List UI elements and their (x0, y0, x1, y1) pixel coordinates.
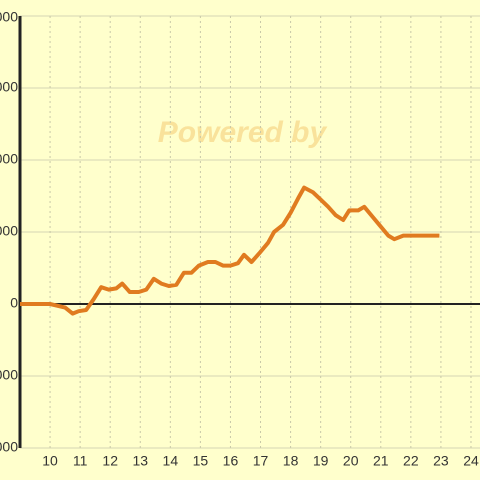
x-tick-label: 11 (73, 453, 88, 469)
y-tick-label: 12,000 (0, 9, 18, 25)
y-tick-label: 9,000 (0, 79, 18, 95)
y-tick-label: 0 (10, 295, 18, 311)
x-tick-label: 13 (132, 453, 148, 469)
x-tick-label: 19 (313, 453, 329, 469)
watermark: Powered by (158, 116, 328, 149)
x-tick-label: 14 (163, 453, 179, 469)
x-tick-label: 17 (253, 453, 269, 469)
y-tick-label: -6,000 (0, 439, 18, 455)
x-tick-label: 16 (223, 453, 239, 469)
x-tick-label: 20 (343, 453, 359, 469)
y-tick-label: 3,000 (0, 223, 18, 239)
x-tick-label: 21 (373, 453, 389, 469)
x-tick-label: 12 (102, 453, 118, 469)
y-tick-label: 6,000 (0, 151, 18, 167)
x-tick-label: 15 (193, 453, 209, 469)
x-tick-label: 23 (433, 453, 449, 469)
x-tick-label: 24 (463, 453, 479, 469)
line (20, 185, 440, 316)
x-tick-label: 10 (42, 453, 58, 469)
x-tick-label: 18 (283, 453, 299, 469)
y-tick-label: -3,000 (0, 367, 18, 383)
x-tick-label: 22 (403, 453, 419, 469)
